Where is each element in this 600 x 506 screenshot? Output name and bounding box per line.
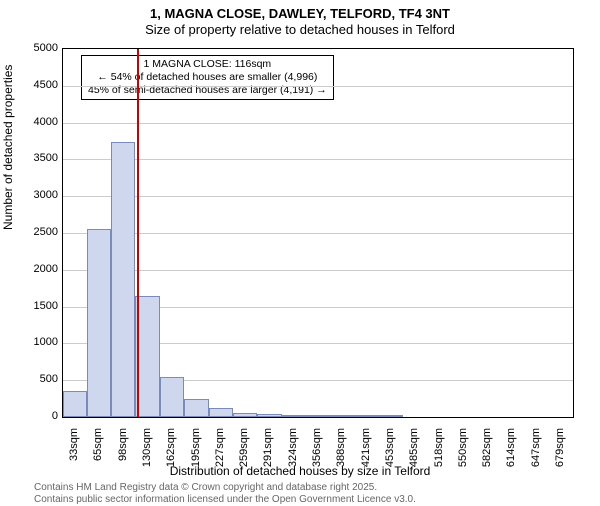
ytick-label: 2000	[8, 263, 58, 275]
histogram-bar	[63, 391, 87, 417]
xtick-label: 65sqm	[92, 428, 104, 478]
annotation-line1: 1 MAGNA CLOSE: 116sqm	[88, 58, 327, 71]
gridline-h	[63, 196, 573, 197]
annotation-box: 1 MAGNA CLOSE: 116sqm ← 54% of detached …	[81, 55, 334, 100]
xtick-label: 356sqm	[311, 428, 323, 478]
xtick-label: 550sqm	[457, 428, 469, 478]
xtick-label: 162sqm	[165, 428, 177, 478]
ytick-label: 3500	[8, 152, 58, 164]
ytick-label: 1500	[8, 300, 58, 312]
xtick-label: 518sqm	[433, 428, 445, 478]
histogram-bar	[87, 229, 111, 417]
property-marker-line	[137, 49, 139, 417]
title-line2: Size of property relative to detached ho…	[0, 22, 600, 38]
ytick-label: 4500	[8, 79, 58, 91]
title-line1: 1, MAGNA CLOSE, DAWLEY, TELFORD, TF4 3NT	[0, 6, 600, 22]
gridline-h	[63, 270, 573, 271]
xtick-label: 33sqm	[68, 428, 80, 478]
xtick-label: 98sqm	[117, 428, 129, 478]
histogram-bar	[233, 413, 257, 417]
histogram-bar	[306, 415, 330, 417]
xtick-label: 324sqm	[287, 428, 299, 478]
xtick-label: 291sqm	[262, 428, 274, 478]
xtick-label: 227sqm	[214, 428, 226, 478]
histogram-bar	[354, 415, 379, 417]
ytick-label: 4000	[8, 116, 58, 128]
gridline-h	[63, 123, 573, 124]
xtick-label: 647sqm	[530, 428, 542, 478]
footer-line1: Contains HM Land Registry data © Crown c…	[34, 482, 416, 494]
xtick-label: 388sqm	[335, 428, 347, 478]
xtick-label: 679sqm	[554, 428, 566, 478]
ytick-label: 5000	[8, 42, 58, 54]
footer-attribution: Contains HM Land Registry data © Crown c…	[34, 482, 416, 506]
ytick-label: 0	[8, 410, 58, 422]
annotation-line2: ← 54% of detached houses are smaller (4,…	[88, 71, 327, 84]
histogram-bar	[257, 414, 282, 417]
ytick-label: 3000	[8, 189, 58, 201]
xtick-label: 130sqm	[141, 428, 153, 478]
chart-plot-area: 1 MAGNA CLOSE: 116sqm ← 54% of detached …	[62, 48, 574, 418]
xtick-label: 485sqm	[408, 428, 420, 478]
xtick-label: 453sqm	[384, 428, 396, 478]
xtick-label: 421sqm	[360, 428, 372, 478]
histogram-bar	[330, 415, 354, 417]
xtick-label: 259sqm	[238, 428, 250, 478]
ytick-label: 1000	[8, 336, 58, 348]
histogram-bar	[160, 377, 184, 417]
histogram-bar	[379, 415, 403, 417]
histogram-bar	[282, 415, 306, 417]
gridline-h	[63, 86, 573, 87]
histogram-bar	[184, 399, 209, 417]
footer-line2: Contains public sector information licen…	[34, 494, 416, 506]
xtick-label: 195sqm	[190, 428, 202, 478]
chart-title-block: 1, MAGNA CLOSE, DAWLEY, TELFORD, TF4 3NT…	[0, 0, 600, 39]
histogram-bar	[209, 408, 233, 417]
xtick-label: 614sqm	[505, 428, 517, 478]
histogram-bar	[111, 142, 135, 417]
xtick-label: 582sqm	[481, 428, 493, 478]
gridline-h	[63, 159, 573, 160]
gridline-h	[63, 233, 573, 234]
ytick-label: 500	[8, 373, 58, 385]
ytick-label: 2500	[8, 226, 58, 238]
